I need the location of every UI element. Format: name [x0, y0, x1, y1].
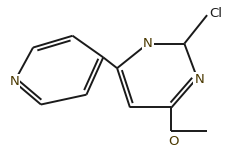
Text: N: N [142, 37, 152, 50]
Text: N: N [194, 73, 203, 86]
Text: O: O [168, 135, 178, 148]
Text: Cl: Cl [208, 7, 221, 20]
Text: N: N [9, 75, 19, 88]
